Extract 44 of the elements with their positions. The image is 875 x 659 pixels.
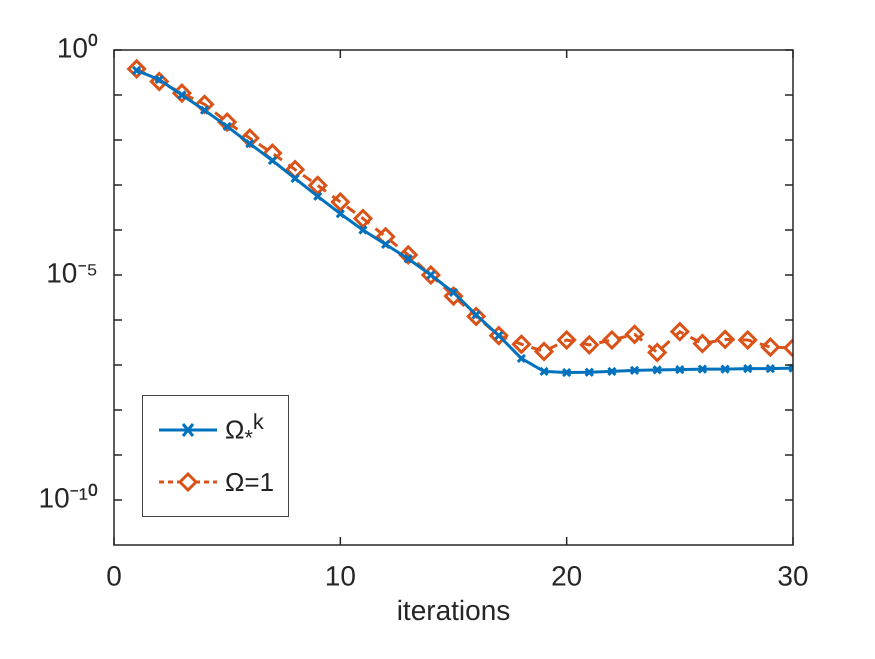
y-tick-label: 10⁻¹⁰: [38, 482, 98, 514]
legend-label: Ω=1: [225, 466, 274, 498]
point: [353, 209, 372, 228]
point: [200, 105, 210, 116]
point: [738, 330, 758, 350]
x-axis-title: iterations: [396, 594, 510, 626]
point: [648, 342, 667, 362]
point: [602, 330, 622, 350]
point: [630, 365, 640, 376]
point: [674, 364, 685, 375]
x-tick-label: 10: [324, 560, 356, 592]
x-tick-label: 20: [551, 560, 582, 592]
point: [380, 239, 391, 250]
point: [562, 368, 572, 378]
point: [697, 364, 708, 374]
point: [606, 366, 617, 376]
point: [692, 334, 712, 354]
point: [716, 330, 735, 349]
y-tick-label: 10⁻⁵: [46, 258, 98, 289]
point: [625, 324, 644, 344]
point: [312, 191, 323, 202]
x-tick-label: 0: [106, 560, 122, 592]
point: [765, 364, 776, 374]
point: [244, 138, 255, 149]
point: [335, 208, 346, 219]
point: [760, 338, 780, 357]
x-tick-label: 30: [777, 560, 809, 592]
point: [516, 353, 526, 364]
point: [742, 364, 753, 374]
point: [652, 364, 662, 375]
point: [584, 367, 594, 378]
point: [534, 342, 554, 361]
point: [290, 173, 300, 184]
point: [358, 224, 368, 236]
point: [720, 364, 730, 374]
point: [512, 334, 531, 354]
point: [670, 322, 690, 342]
point: [539, 366, 550, 376]
point: [580, 335, 599, 354]
point: [330, 192, 350, 212]
y-tick-label: 10⁰: [56, 32, 98, 64]
point: [557, 330, 576, 350]
point: [267, 155, 278, 166]
point: [308, 176, 328, 195]
